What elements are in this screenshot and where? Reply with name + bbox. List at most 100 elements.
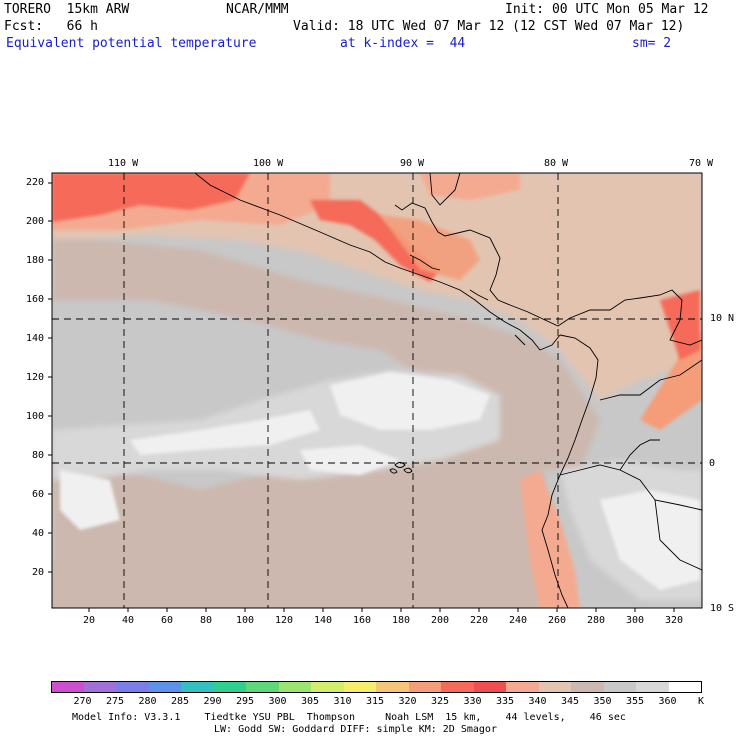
colorbar-swatch [636,681,669,693]
colorbar-tick-label: 340 [528,696,547,707]
x-tick-label: 180 [392,615,411,626]
lat-lon-grid [52,173,702,608]
colorbar-swatch [116,681,149,693]
lat-label: 0 [709,458,716,469]
x-tick-label: 80 [200,615,213,626]
colorbar-tick-label: 350 [593,696,612,707]
x-tick-label: 40 [122,615,135,626]
field-340-gulf [420,173,520,200]
y-tick-label: 120 [26,372,45,383]
colorbar-tick-label: 335 [496,696,515,707]
y-tick-label: 200 [26,216,45,227]
model-info: Model Info: V3.3.1 Tiedtke YSU PBL Thomp… [72,712,626,723]
colorbar-tick-label: 285 [171,696,190,707]
brazil-border [654,499,702,571]
colorbar-swatch [51,681,84,693]
field-345-southwest [52,530,540,608]
x-tick-label: 240 [509,615,528,626]
colorbar-swatch [441,681,474,693]
lon-label: 100 W [253,158,284,169]
field-340-north [52,173,702,400]
colorbar-swatch [246,681,279,693]
valid-time: Valid: 18 UTC Wed 07 Mar 12 (12 CST Wed … [293,19,685,34]
colorbar-tick-label: 275 [106,696,125,707]
colorbar-swatch [473,681,507,693]
field-340-andes [520,470,580,608]
gulf-of-fonseca [409,254,441,271]
colorbar-swatch [506,681,539,693]
field-360-west [130,410,320,455]
colorbar-tick-label: 360 [658,696,677,707]
physics-info: LW: Godd SW: Goddard DIFF: simple KM: 2D… [214,724,497,735]
lat-label: 10 S [710,603,735,614]
model-name: TORERO 15km ARW [4,2,130,17]
peru-border [559,464,702,511]
lat-label: 10 N [710,313,735,324]
colorbar-tick-label: 325 [431,696,450,707]
y-tick-label: 20 [32,567,45,578]
field-name: Equivalent potential temperature [6,36,257,51]
colorbar-unit: K [698,696,705,707]
caribbean-coast [394,202,702,346]
colorbar-tick-label: 300 [268,696,287,707]
colorbar-tick-label: 290 [203,696,222,707]
lon-label: 70 W [689,158,714,169]
colorbar-swatch [278,681,312,693]
x-tick-label: 260 [548,615,567,626]
colorbar-tick-label: 345 [561,696,580,707]
colorbar-swatch [181,681,214,693]
x-tick-label: 60 [161,615,174,626]
country-borders [469,289,526,346]
colombia-border [599,359,702,401]
yucatan [429,173,461,206]
colorbar-tick-label: 305 [301,696,320,707]
x-tick-label: 160 [353,615,372,626]
colorbar-swatch [148,681,182,693]
colorbar-tick-label: 315 [366,696,385,707]
smoothing-info: sm= 2 [632,36,672,51]
lon-label: 110 W [108,158,139,169]
field-330-central-america [310,200,440,282]
y-tick-label: 80 [32,450,45,461]
colorbar-swatch [376,681,409,693]
x-tick-label: 100 [236,615,255,626]
axis-ticks [48,182,675,612]
y-tick-label: 140 [26,333,45,344]
field-360-amazon [600,490,700,590]
organization: NCAR/MMM [226,2,289,17]
colorbar-swatch [571,681,604,693]
x-tick-label: 220 [470,615,489,626]
colorbar-tick-label: 270 [73,696,92,707]
colorbar-tick-label: 355 [626,696,645,707]
y-tick-label: 100 [26,411,45,422]
field-330-northwest [52,173,250,222]
theta-e-field [52,173,702,608]
y-tick-label: 180 [26,255,45,266]
colorbar-swatch [538,681,572,693]
x-tick-label: 300 [626,615,645,626]
x-tick-label: 120 [275,615,294,626]
colorbar-swatch [311,681,344,693]
field-360-far-west [60,470,120,530]
x-tick-label: 200 [431,615,450,626]
y-tick-label: 220 [26,177,45,188]
field-330-east [660,290,700,360]
forecast-hour: Fcst: 66 h [4,19,98,34]
colorbar-tick-label: 280 [138,696,157,707]
galapagos-islands [389,462,413,474]
map-frame [51,172,703,609]
x-tick-label: 320 [665,615,684,626]
field-325-central-america [380,215,480,280]
x-tick-label: 20 [83,615,96,626]
colorbar-tick-label: 320 [398,696,417,707]
colorbar-swatch [343,681,377,693]
colorbar-swatch [668,681,702,693]
colorbar-tick-label: 330 [463,696,482,707]
colorbar-swatch [213,681,247,693]
x-tick-label: 280 [587,615,606,626]
level-info: at k-index = 44 [340,36,466,51]
pacific-coast-south-america [541,334,599,608]
field-360-south [300,445,400,475]
coastlines [194,173,702,608]
